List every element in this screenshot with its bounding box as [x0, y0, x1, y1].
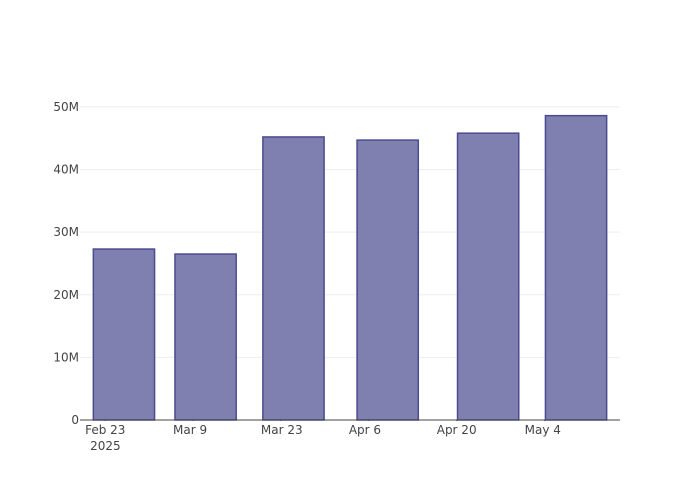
x-year-label: 2025 [90, 439, 121, 453]
bar [92, 248, 156, 421]
bar [356, 139, 420, 421]
x-tick-label: Mar 23 [261, 423, 303, 437]
bar [544, 114, 608, 421]
bar [456, 132, 520, 421]
y-tick-label: 10M [53, 350, 79, 364]
y-tick-label: 30M [53, 225, 79, 239]
x-tick-label: Apr 20 [437, 423, 477, 437]
y-tick-label: 0 [71, 413, 79, 427]
y-tick-label: 50M [53, 100, 79, 114]
bar [174, 253, 237, 421]
x-tick-label: Apr 6 [349, 423, 381, 437]
bar [262, 136, 325, 421]
x-tick-label: May 4 [525, 423, 561, 437]
y-tick-label: 20M [53, 288, 79, 302]
x-tick-label: Feb 23 [85, 423, 125, 437]
x-tick-label: Mar 9 [173, 423, 207, 437]
y-tick-label: 40M [53, 163, 79, 177]
